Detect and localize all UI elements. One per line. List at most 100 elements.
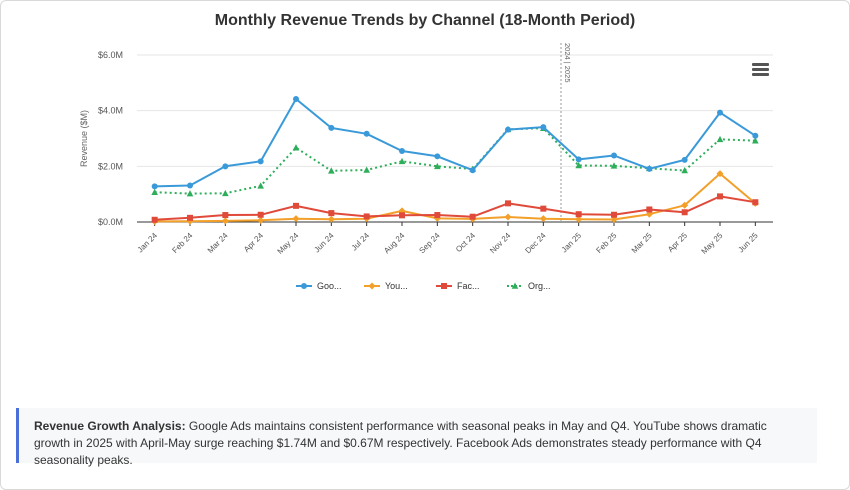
data-point xyxy=(434,212,441,219)
data-point xyxy=(187,214,193,221)
data-point xyxy=(151,216,158,223)
data-point xyxy=(293,202,299,209)
data-point xyxy=(363,213,370,220)
data-point xyxy=(327,215,335,223)
x-tick-label: May 24 xyxy=(275,231,300,256)
data-point xyxy=(611,152,617,159)
x-tick-label: Apr 25 xyxy=(666,231,689,254)
data-point xyxy=(151,188,158,196)
data-point xyxy=(328,210,335,217)
legend-marker xyxy=(301,283,307,289)
data-point xyxy=(611,211,617,218)
data-point xyxy=(257,216,265,224)
data-point xyxy=(186,190,194,197)
data-point xyxy=(540,124,547,131)
data-point xyxy=(540,205,547,212)
note-body: Google Ads maintains consistent performa… xyxy=(34,419,767,467)
data-point xyxy=(681,209,688,216)
series-line xyxy=(154,195,756,221)
data-point xyxy=(399,148,405,155)
legend-label: Fac... xyxy=(457,281,480,291)
data-point xyxy=(293,95,299,102)
legend-marker xyxy=(441,283,447,289)
year-divider-label: 2024 | 2025 xyxy=(563,43,572,83)
x-tick-label: Jan 24 xyxy=(136,231,160,255)
y-tick-label: $0.0M xyxy=(98,217,123,227)
x-tick-label: Feb 24 xyxy=(170,231,194,255)
data-point xyxy=(504,213,512,221)
legend-label: Org... xyxy=(528,281,551,291)
legend-marker xyxy=(511,282,519,289)
data-point xyxy=(716,135,724,143)
series-line xyxy=(154,98,756,188)
data-point xyxy=(222,163,229,170)
legend-marker xyxy=(368,282,376,290)
data-point xyxy=(575,161,582,169)
data-point xyxy=(221,217,229,225)
data-point xyxy=(469,167,476,174)
data-point xyxy=(717,193,723,200)
data-point xyxy=(681,201,689,209)
series-line xyxy=(154,127,756,195)
data-point xyxy=(398,157,406,165)
y-tick-label: $6.0M xyxy=(98,50,123,60)
data-point xyxy=(222,212,229,219)
data-point xyxy=(575,156,582,163)
data-point xyxy=(328,124,335,131)
x-tick-label: May 25 xyxy=(699,231,724,256)
x-tick-label: Apr 24 xyxy=(242,231,265,254)
data-point xyxy=(646,206,653,213)
data-point xyxy=(681,156,688,163)
data-point xyxy=(505,126,511,133)
data-point xyxy=(717,109,723,116)
x-tick-label: Jun 24 xyxy=(312,231,336,255)
data-point xyxy=(752,132,759,139)
data-point xyxy=(292,215,300,223)
x-tick-label: Nov 24 xyxy=(488,231,513,256)
x-tick-label: Jan 25 xyxy=(560,231,584,255)
x-tick-label: Mar 25 xyxy=(630,231,654,255)
series-line xyxy=(154,172,756,223)
data-point xyxy=(363,166,370,173)
data-point xyxy=(257,211,264,218)
data-point xyxy=(505,200,511,207)
x-tick-label: Jun 25 xyxy=(736,231,760,255)
data-point xyxy=(399,212,405,219)
data-point xyxy=(752,137,759,144)
data-point xyxy=(539,215,547,223)
data-point xyxy=(469,213,476,220)
x-tick-label: Sep 24 xyxy=(417,231,442,256)
y-tick-label: $2.0M xyxy=(98,161,123,171)
legend-label: Goo... xyxy=(317,281,342,291)
y-tick-label: $4.0M xyxy=(98,106,123,116)
data-point xyxy=(434,162,441,170)
data-point xyxy=(328,167,335,174)
x-tick-label: Dec 24 xyxy=(523,231,548,256)
analysis-note: Revenue Growth Analysis: Google Ads main… xyxy=(16,408,817,467)
data-point xyxy=(575,215,583,223)
x-tick-label: Mar 24 xyxy=(206,231,230,255)
legend-label: You... xyxy=(385,281,408,291)
x-tick-label: Jul 24 xyxy=(350,231,372,253)
line-chart: $0.0M $2.0M $4.0M $6.0M Revenue ($M) Jan 24 Fe… xyxy=(79,43,773,291)
y-axis-title: Revenue ($M) xyxy=(79,110,89,167)
x-tick-label: Oct 24 xyxy=(454,231,477,254)
data-point xyxy=(752,199,759,206)
data-point xyxy=(646,165,653,172)
hamburger-menu-icon[interactable] xyxy=(752,63,769,77)
data-point xyxy=(716,170,724,178)
x-tick-label: Aug 24 xyxy=(382,231,407,256)
data-point xyxy=(151,183,158,190)
data-point xyxy=(681,167,688,174)
data-point xyxy=(610,162,618,169)
data-point xyxy=(363,130,370,137)
data-point xyxy=(257,182,264,189)
x-tick-label: Feb 25 xyxy=(594,231,618,255)
note-heading: Revenue Growth Analysis: xyxy=(34,419,186,433)
data-point xyxy=(434,153,441,160)
data-point xyxy=(257,158,264,165)
chart-title: Monthly Revenue Trends by Channel (18-Mo… xyxy=(214,12,636,29)
data-point xyxy=(222,189,229,197)
data-point xyxy=(575,211,582,218)
data-point xyxy=(187,182,193,189)
